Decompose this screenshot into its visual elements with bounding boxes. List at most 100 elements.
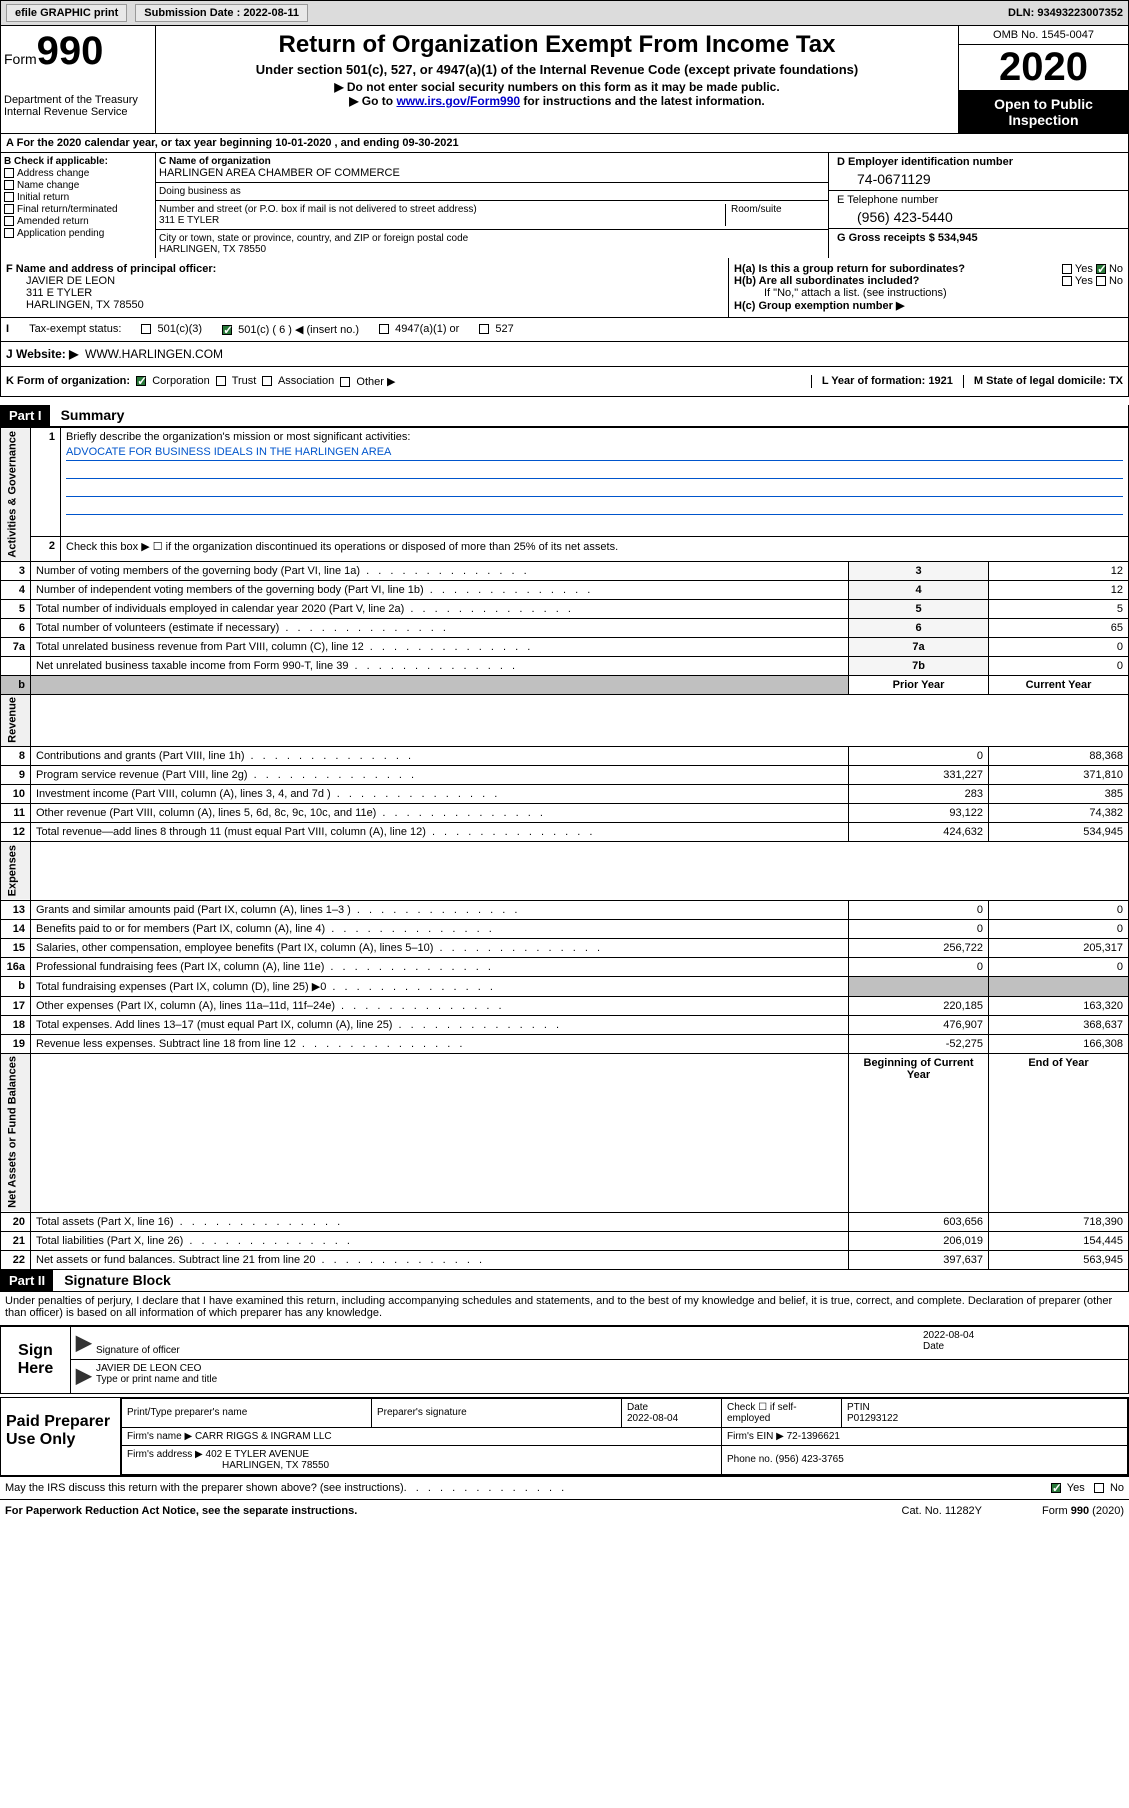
no-label: No bbox=[1109, 275, 1123, 287]
line-text: Salaries, other compensation, employee b… bbox=[31, 938, 849, 957]
line-text: Net unrelated business taxable income fr… bbox=[31, 656, 849, 675]
omb: OMB No. 1545-0047 bbox=[959, 26, 1128, 45]
check-b-label: B Check if applicable: bbox=[4, 156, 152, 167]
line-curr: 74,382 bbox=[989, 804, 1129, 823]
cat-no: Cat. No. 11282Y bbox=[902, 1505, 983, 1517]
checkbox-icon[interactable] bbox=[4, 204, 14, 214]
checkbox-icon[interactable] bbox=[1062, 264, 1072, 274]
opt-527: 527 bbox=[495, 323, 513, 335]
form-header: Form990 Department of the Treasury Inter… bbox=[0, 26, 1129, 134]
officer-name: JAVIER DE LEON bbox=[6, 275, 723, 287]
hb-label: H(b) Are all subordinates included? bbox=[734, 275, 919, 287]
hc-label: H(c) Group exemption number ▶ bbox=[734, 299, 1123, 312]
sig-date-label: Date bbox=[923, 1341, 944, 1352]
tax-label: Tax-exempt status: bbox=[29, 323, 121, 336]
line-curr: 0 bbox=[989, 900, 1129, 919]
inspection: Open to Public Inspection bbox=[959, 91, 1128, 133]
firm-ein-label: Firm's EIN ▶ bbox=[727, 1431, 784, 1442]
firm-addr1: 402 E TYLER AVENUE bbox=[206, 1449, 310, 1460]
line-curr: 0 bbox=[989, 957, 1129, 976]
form-right: OMB No. 1545-0047 2020 Open to Public In… bbox=[958, 26, 1128, 133]
checkbox-icon[interactable] bbox=[4, 180, 14, 190]
form-note-1: ▶ Do not enter social security numbers o… bbox=[161, 80, 953, 94]
line-prior: 206,019 bbox=[849, 1231, 989, 1250]
checkbox-icon[interactable] bbox=[1094, 1483, 1104, 1493]
line-curr: 534,945 bbox=[989, 823, 1129, 842]
q1-text: Briefly describe the organization's miss… bbox=[66, 431, 410, 443]
line-num: 6 bbox=[1, 618, 31, 637]
checkbox-icon[interactable] bbox=[1096, 276, 1106, 286]
q2: Check this box ▶ ☐ if the organization d… bbox=[61, 537, 1129, 561]
checkbox-icon[interactable] bbox=[379, 324, 389, 334]
line-curr: 371,810 bbox=[989, 766, 1129, 785]
checkbox-icon[interactable] bbox=[1062, 276, 1072, 286]
perjury-text: Under penalties of perjury, I declare th… bbox=[0, 1292, 1129, 1322]
submission-btn[interactable]: Submission Date : 2022-08-11 bbox=[135, 4, 308, 22]
efile-btn[interactable]: efile GRAPHIC print bbox=[6, 4, 127, 22]
line-num: 17 bbox=[1, 996, 31, 1015]
line-prior: 0 bbox=[849, 919, 989, 938]
form990-link[interactable]: www.irs.gov/Form990 bbox=[396, 94, 520, 108]
line-val: 5 bbox=[989, 599, 1129, 618]
checkbox-checked-icon[interactable] bbox=[1096, 264, 1106, 274]
dln: DLN: 93493223007352 bbox=[1008, 7, 1123, 19]
line-box: 7b bbox=[849, 656, 989, 675]
firm-addr2: HARLINGEN, TX 78550 bbox=[127, 1460, 329, 1471]
ha-row: H(a) Is this a group return for subordin… bbox=[734, 263, 1123, 275]
row-j: J Website: ▶ WWW.HARLINGEN.COM bbox=[0, 342, 1129, 367]
ha-label: H(a) Is this a group return for subordin… bbox=[734, 263, 965, 275]
prep-date-label: Date bbox=[627, 1402, 648, 1413]
checkbox-icon[interactable] bbox=[141, 324, 151, 334]
part2-header: Part II Signature Block bbox=[0, 1270, 1129, 1292]
checkbox-checked-icon[interactable] bbox=[222, 325, 232, 335]
checkbox-icon[interactable] bbox=[340, 377, 350, 387]
cb-addr-label: Address change bbox=[17, 168, 89, 179]
line-curr: 385 bbox=[989, 785, 1129, 804]
line-num: 21 bbox=[1, 1231, 31, 1250]
side-net: Net Assets or Fund Balances bbox=[1, 1053, 31, 1212]
line-prior: 256,722 bbox=[849, 938, 989, 957]
sig-officer-label: Signature of officer bbox=[96, 1345, 180, 1356]
line-text: Investment income (Part VIII, column (A)… bbox=[31, 785, 849, 804]
checkbox-checked-icon[interactable] bbox=[136, 376, 146, 386]
line-text: Total revenue—add lines 8 through 11 (mu… bbox=[31, 823, 849, 842]
line-curr: 205,317 bbox=[989, 938, 1129, 957]
line-val: 65 bbox=[989, 618, 1129, 637]
form-number: 990 bbox=[37, 29, 104, 73]
addr: 311 E TYLER bbox=[159, 215, 725, 226]
firm-addr-label: Firm's address ▶ bbox=[127, 1449, 203, 1460]
line-num: 2 bbox=[31, 537, 61, 561]
line-val: 0 bbox=[989, 656, 1129, 675]
form-title: Return of Organization Exempt From Incom… bbox=[161, 31, 953, 59]
checkbox-icon[interactable] bbox=[479, 324, 489, 334]
prep-name-label: Print/Type preparer's name bbox=[122, 1398, 372, 1427]
checkbox-icon[interactable] bbox=[216, 376, 226, 386]
hdr-end: End of Year bbox=[989, 1053, 1129, 1212]
checkbox-icon[interactable] bbox=[4, 192, 14, 202]
line-prior bbox=[849, 976, 989, 996]
city-label: City or town, state or province, country… bbox=[159, 233, 825, 244]
tel-row: E Telephone number (956) 423-5440 bbox=[829, 191, 1128, 229]
line-box: 6 bbox=[849, 618, 989, 637]
line-num: 8 bbox=[1, 747, 31, 766]
line-text: Other revenue (Part VIII, column (A), li… bbox=[31, 804, 849, 823]
line-num: 15 bbox=[1, 938, 31, 957]
checkbox-icon[interactable] bbox=[262, 376, 272, 386]
line-num: 13 bbox=[1, 900, 31, 919]
yes-label: Yes bbox=[1075, 275, 1093, 287]
line-text: Contributions and grants (Part VIII, lin… bbox=[31, 747, 849, 766]
checkbox-icon[interactable] bbox=[4, 216, 14, 226]
line-box: 4 bbox=[849, 580, 989, 599]
dba-row: Doing business as bbox=[156, 183, 828, 201]
line-prior: 476,907 bbox=[849, 1015, 989, 1034]
yes-label: Yes bbox=[1067, 1482, 1085, 1494]
dept: Department of the Treasury Internal Reve… bbox=[4, 94, 152, 118]
ein: 74-0671129 bbox=[837, 171, 1120, 187]
line-curr: 563,945 bbox=[989, 1250, 1129, 1269]
checkbox-icon[interactable] bbox=[4, 168, 14, 178]
checkbox-icon[interactable] bbox=[4, 228, 14, 238]
tax-year: 2020 bbox=[959, 45, 1128, 91]
opt-501c3: 501(c)(3) bbox=[157, 323, 202, 335]
k-label: K Form of organization: bbox=[6, 375, 130, 388]
checkbox-checked-icon[interactable] bbox=[1051, 1483, 1061, 1493]
